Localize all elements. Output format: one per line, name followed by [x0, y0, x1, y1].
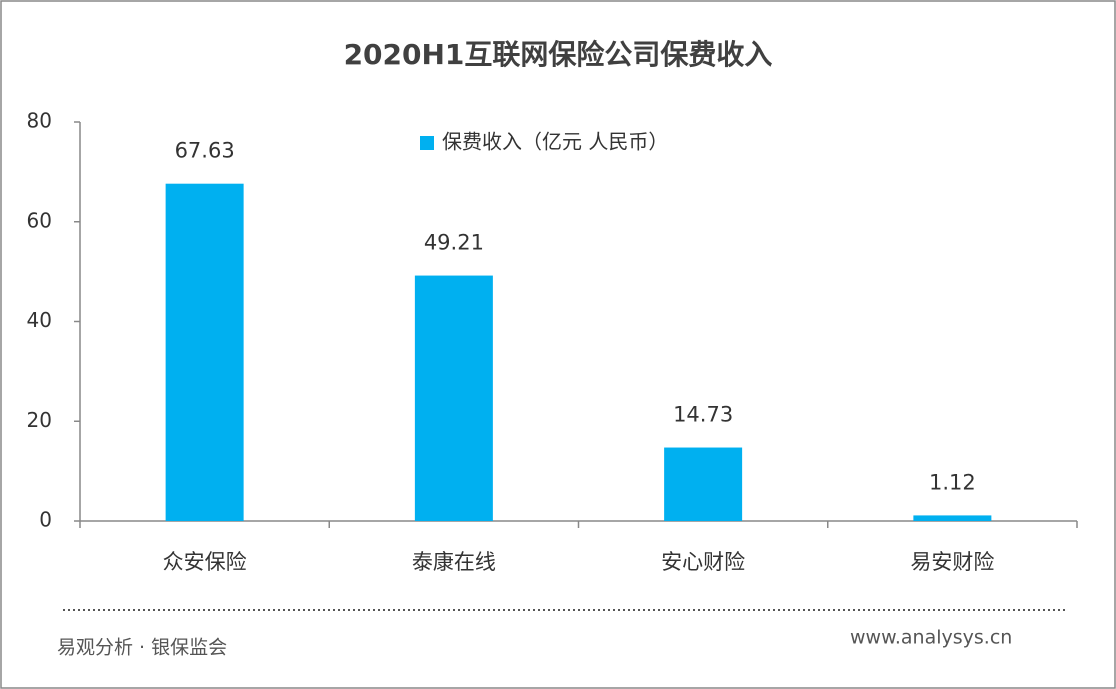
legend-swatch [420, 136, 434, 150]
y-tick-label: 60 [27, 208, 52, 232]
x-tick-label: 安心财险 [661, 550, 745, 574]
y-tick-label: 40 [27, 308, 52, 332]
x-tick-label: 易安财险 [910, 550, 994, 574]
y-tick-label: 20 [27, 408, 52, 432]
value-label: 14.73 [673, 403, 733, 427]
value-label: 1.12 [929, 470, 976, 494]
footer-source: 易观分析 · 银保监会 [57, 637, 227, 659]
x-tick-label: 众安保险 [163, 550, 247, 574]
chart-title: 2020H1互联网保险公司保费收入 [344, 38, 773, 71]
x-tick-label: 泰康在线 [412, 550, 496, 574]
bar [165, 183, 244, 521]
bar [414, 275, 493, 521]
bar [913, 515, 992, 521]
bar [664, 447, 743, 521]
y-tick-label: 80 [27, 109, 52, 133]
y-tick-label: 0 [39, 508, 52, 532]
legend-label: 保费收入（亿元 人民币） [442, 130, 668, 154]
footer-website: www.analysys.cn [850, 627, 1012, 649]
value-label: 49.21 [424, 231, 484, 255]
value-label: 67.63 [175, 139, 235, 163]
